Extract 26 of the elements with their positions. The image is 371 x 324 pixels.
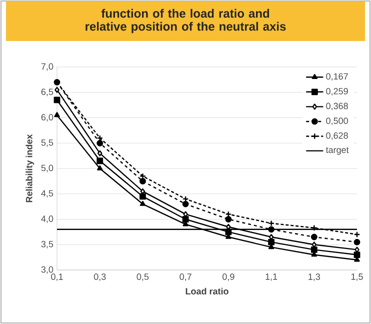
y-tick-label: 3,0	[41, 266, 54, 274]
y-tick-label: 5,5	[41, 139, 54, 147]
legend-label: 0,259	[326, 88, 348, 96]
x-tick-label: 0,1	[51, 274, 63, 281]
x-axis-title: Load ratio	[186, 288, 228, 294]
y-tick-label: 3,5	[41, 240, 54, 248]
legend-label: 0,167	[326, 73, 348, 81]
y-tick-label: 4,5	[41, 190, 54, 198]
x-tick-label: 0,5	[136, 274, 149, 281]
y-axis-title: Reliability index	[26, 134, 34, 202]
x-tick-label: 1,3	[308, 274, 320, 281]
x-tick-label: 0,7	[180, 274, 192, 281]
y-tick-label: 5,0	[41, 164, 54, 172]
y-tick-label: 6,0	[41, 114, 54, 122]
legend-label: 0,368	[326, 102, 348, 110]
legend-label: target	[326, 147, 349, 155]
y-tick-label: 7,0	[41, 63, 54, 71]
x-tick-label: 1,1	[266, 274, 278, 281]
x-tick-label: 0,9	[222, 274, 234, 281]
legend-label: 0,500	[326, 118, 348, 126]
legend-label: 0,628	[326, 132, 348, 140]
y-tick-label: 6,5	[41, 88, 54, 96]
y-tick-label: 4,0	[41, 216, 54, 223]
x-tick-label: 0,3	[94, 274, 106, 281]
x-tick-label: 1,5	[351, 274, 363, 281]
chart-title: function of the load ratio and relative position of the neutral axis	[86, 8, 286, 34]
